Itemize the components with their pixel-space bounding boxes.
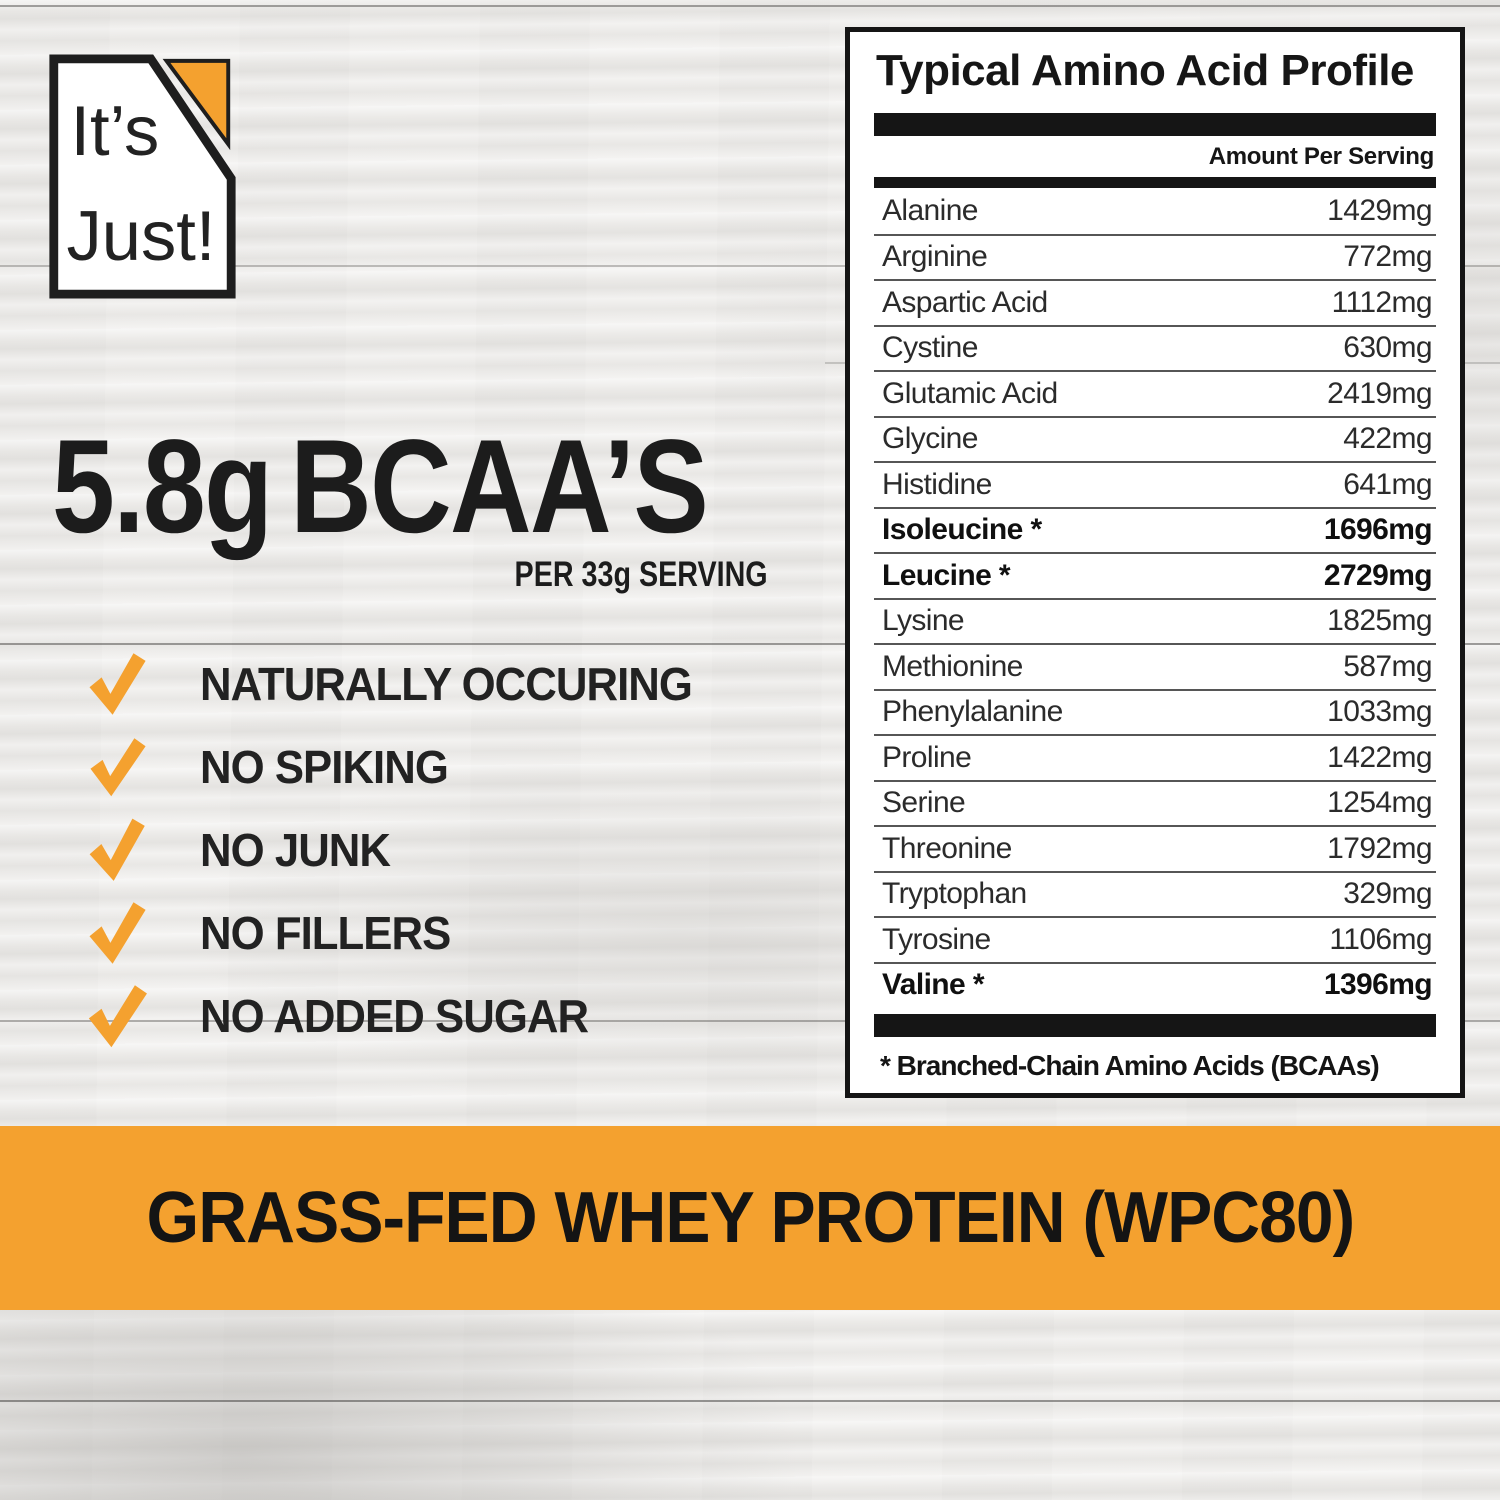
amino-amount: 1825mg [1327,604,1432,638]
checklist-label: NATURALLY OCCURING [200,658,693,710]
amino-name: Tryptophan [882,877,1027,911]
amino-name: Phenylalanine [882,695,1063,729]
table-row: Tryptophan 329mg [874,870,1436,917]
checkmark-icon [89,818,145,881]
amino-name: Leucine * [882,558,1011,592]
amino-name: Glutamic Acid [882,376,1058,410]
table-row: Serine 1254mg [874,779,1436,826]
table-row: Proline 1422mg [874,734,1436,780]
table-row: Leucine * 2729mg [874,552,1436,598]
amino-name: Tyrosine [882,922,991,956]
table-row: Lysine 1825mg [874,597,1436,644]
logo-page-shape [49,54,236,299]
amino-amount: 329mg [1343,877,1432,911]
headline-amount: 5.8g [52,413,273,561]
amino-name: Serine [882,786,966,820]
amino-name: Aspartic Acid [882,285,1048,319]
plank-seam [0,1400,1500,1402]
table-row: Cystine 630mg [874,324,1436,371]
headline-main: 5.8g BCAA’S [52,421,709,554]
benefits-checklist: NATURALLY OCCURING NO SPIKING NO JUNK NO FI… [82,650,822,1065]
logo-text-line2: Just! [67,196,216,275]
amino-amount: 2729mg [1323,558,1433,592]
table-row: Aspartic Acid 1112mg [874,279,1436,325]
checklist-item: NATURALLY OCCURING [82,650,822,718]
panel-title: Typical Amino Acid Profile [876,46,1414,95]
amino-name: Isoleucine * [882,513,1042,547]
plank-seam [0,5,1500,7]
checklist-label: NO ADDED SUGAR [200,990,589,1042]
amino-amount: 1112mg [1331,285,1433,319]
checkmark-icon [89,653,146,715]
checklist-item: NO JUNK [82,816,822,884]
plank-seam [0,265,1500,267]
logo-corner-triangle [162,58,231,151]
checklist-label: NO FILLERS [200,907,451,959]
bcaa-footnote: * Branched-Chain Amino Acids (BCAAs) [880,1050,1380,1081]
amino-amount: 1033mg [1327,695,1432,729]
amino-amount: 1429mg [1327,193,1432,227]
table-row: Valine * 1396mg [874,961,1436,1008]
checklist-label: NO JUNK [200,824,391,876]
amino-amount: 1254mg [1327,786,1432,820]
table-row: Glycine 422mg [874,415,1436,462]
amino-name: Proline [882,740,972,774]
checkmark-icon [90,738,146,797]
table-row: Isoleucine * 1696mg [874,506,1436,553]
checklist-item: NO SPIKING [82,733,822,801]
amino-name: Arginine [882,240,988,274]
amino-amount: 1792mg [1327,831,1432,865]
product-name-banner: GRASS-FED WHEY PROTEIN (WPC80) [0,1126,1500,1310]
amino-amount: 1422mg [1327,740,1432,774]
checklist-item: NO FILLERS [82,899,822,967]
amino-name: Valine * [882,968,985,1002]
logo-text-line1: It’s [70,91,159,170]
checkmark-icon [89,902,146,964]
brand-logo: It’s Just! [48,54,236,299]
headline-label: BCAA’S [290,413,709,561]
table-row: Tyrosine 1106mg [874,916,1436,962]
amino-name: Alanine [882,193,978,227]
plank-seam [0,1020,1500,1022]
column-header: Amount Per Serving [1208,143,1435,170]
amino-amount: 2419mg [1327,376,1432,410]
divider-bar-top [874,113,1436,136]
amino-rows: Alanine 1429mg Arginine 772mg Aspartic Acid 1… [874,188,1436,1007]
table-row: Alanine 1429mg [874,188,1436,234]
amino-name: Methionine [882,649,1023,683]
divider-bar-bottom [874,1014,1436,1037]
amino-amount: 422mg [1343,422,1432,456]
amino-name: Lysine [882,604,965,638]
amino-name: Cystine [882,331,978,365]
amino-amount: 630mg [1343,331,1432,365]
amino-amount: 587mg [1343,649,1432,683]
table-row: Threonine 1792mg [874,825,1436,871]
checklist-item: NO ADDED SUGAR [82,982,822,1050]
amino-name: Threonine [882,831,1012,865]
checklist-label: NO SPIKING [200,741,449,793]
table-row: Histidine 641mg [874,461,1436,507]
divider-bar-header [874,177,1436,188]
amino-amount: 1696mg [1323,513,1433,547]
table-row: Phenylalanine 1033mg [874,688,1436,735]
headline-subtext: PER 33g SERVING [514,555,768,595]
logo-graphic: It’s Just! [49,54,236,299]
table-row: Methionine 587mg [874,643,1436,689]
product-name: GRASS-FED WHEY PROTEIN (WPC80) [146,1178,1355,1258]
plank-seam [0,643,1500,645]
table-row: Glutamic Acid 2419mg [874,370,1436,416]
headline-block: 5.8g BCAA’S PER 33g SERVING [52,421,768,595]
amino-name: Glycine [882,422,978,456]
amino-amount: 641mg [1343,467,1432,501]
amino-amount: 1106mg [1329,922,1432,956]
amino-acid-panel: Typical Amino Acid Profile Amount Per Se… [845,27,1465,1098]
checkmark-icon [88,985,147,1048]
amino-amount: 1396mg [1323,968,1433,1002]
amino-name: Histidine [882,467,992,501]
table-row: Arginine 772mg [874,233,1436,280]
amino-amount: 772mg [1343,240,1432,274]
